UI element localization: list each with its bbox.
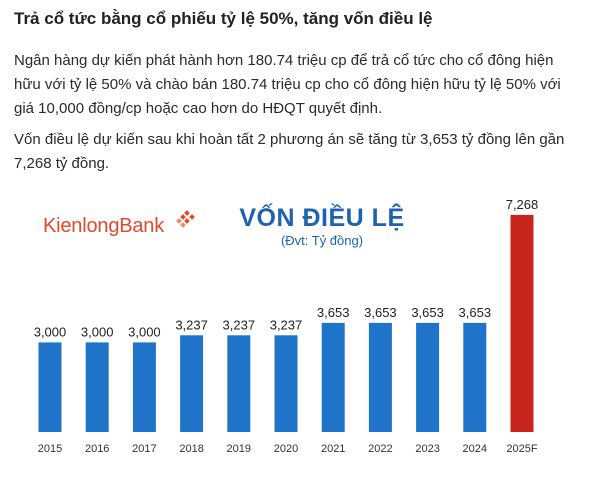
data-label-2023: 3,653	[411, 305, 444, 320]
x-tick-label-2019: 2019	[227, 443, 251, 455]
data-label-2024: 3,653	[459, 305, 492, 320]
chart-title: VỐN ĐIỀU LỆ	[239, 204, 405, 232]
data-label-2022: 3,653	[364, 305, 397, 320]
data-label-2017: 3,000	[128, 324, 161, 339]
x-tick-label-2016: 2016	[85, 443, 109, 455]
x-tick-label-2023: 2023	[415, 443, 439, 455]
data-label-2025F: 7,268	[506, 197, 539, 212]
data-label-2018: 3,237	[175, 317, 208, 332]
bar-2023	[416, 322, 440, 432]
x-tick-label-2020: 2020	[274, 443, 298, 455]
bar-2025F	[510, 214, 534, 432]
chart-subtitle: (Đvt: Tỷ đồng)	[280, 233, 364, 248]
bar-2017	[132, 342, 156, 432]
x-tick-label-2018: 2018	[179, 443, 203, 455]
bar-2016	[85, 342, 109, 432]
x-tick-label-2024: 2024	[463, 443, 487, 455]
x-tick-label-2017: 2017	[132, 443, 156, 455]
x-tick-label-2021: 2021	[321, 443, 345, 455]
x-tick-label-2015: 2015	[38, 443, 62, 455]
article-paragraph-2: Vốn điều lệ dự kiến sau khi hoàn tất 2 p…	[14, 131, 565, 172]
x-tick-label-2025F: 2025F	[506, 443, 537, 455]
article-paragraph-1: Ngân hàng dự kiến phát hành hơn 180.74 t…	[14, 52, 561, 117]
charter-capital-chart: KienlongBank VỐN ĐIỀU LỆ (Đvt: Tỷ đồng) …	[27, 188, 549, 494]
bar-2022	[368, 322, 392, 432]
data-label-2019: 3,237	[223, 317, 256, 332]
bar-2020	[274, 335, 298, 432]
bar-chart-plot: 3,000 2015 3,000 2016 3,000 2017 3,237 2018 3,23…	[34, 197, 539, 455]
kienlongbank-logo-text: KienlongBank	[43, 215, 165, 237]
bar-2019	[227, 335, 251, 432]
x-tick-label-2022: 2022	[368, 443, 392, 455]
data-label-2020: 3,237	[270, 317, 303, 332]
data-label-2021: 3,653	[317, 305, 350, 320]
data-label-2015: 3,000	[34, 324, 67, 339]
article-heading: Trả cổ tức bằng cổ phiếu tỷ lệ 50%, tăng…	[14, 9, 433, 28]
bar-2018	[180, 335, 204, 432]
bar-2015	[38, 342, 62, 432]
data-label-2016: 3,000	[81, 324, 114, 339]
bar-2021	[321, 322, 345, 432]
bar-2024	[463, 322, 487, 432]
